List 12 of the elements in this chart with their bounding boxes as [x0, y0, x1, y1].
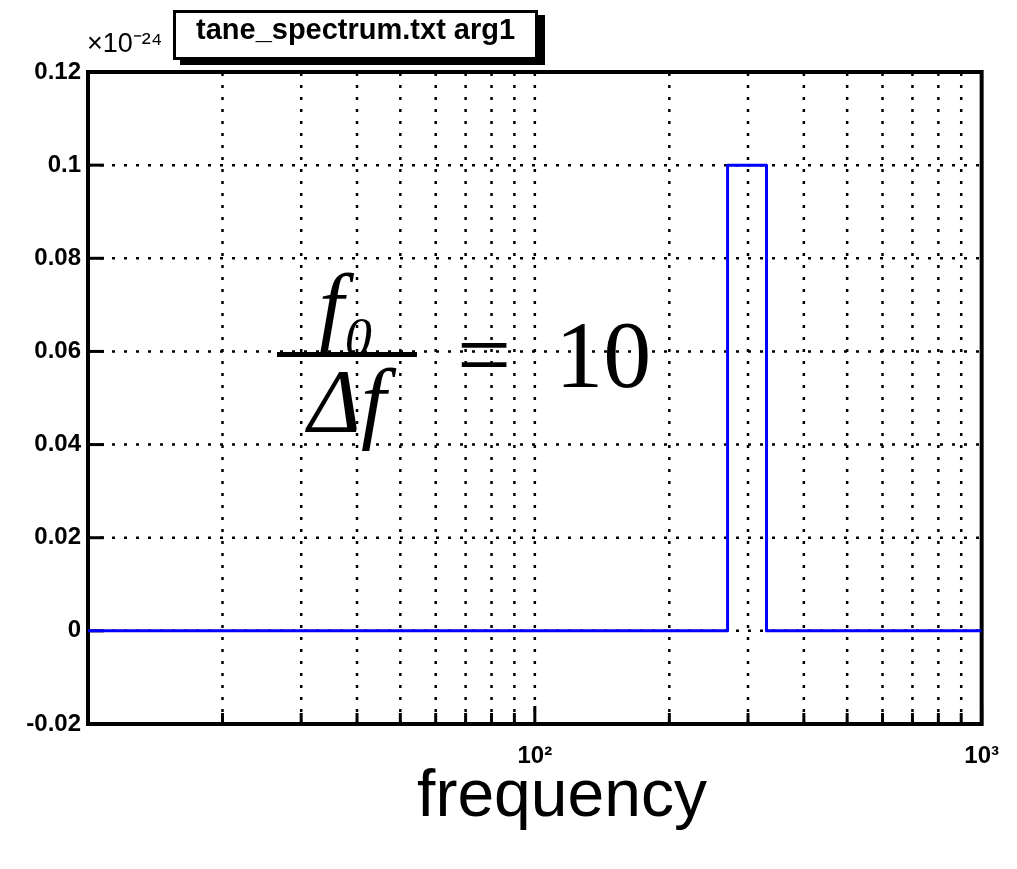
y-tick-label: 0.04	[34, 429, 82, 457]
y-tick-label: 0.1	[47, 149, 81, 177]
y-tick-label: 0.02	[34, 522, 81, 550]
annotation: = 10	[457, 300, 652, 408]
chart-title: tane_spectrum.txt arg1	[173, 10, 539, 60]
y-tick-label: 0.12	[34, 56, 81, 84]
y-tick-label: -0.02	[26, 708, 81, 736]
y-tick-label: 0.08	[34, 242, 81, 270]
x-tick-label: 10³	[964, 741, 1000, 769]
y-tick-label: 0.06	[34, 336, 81, 364]
text: ×10⁻²⁴	[87, 28, 163, 58]
y-tick-label: 0	[67, 615, 81, 643]
